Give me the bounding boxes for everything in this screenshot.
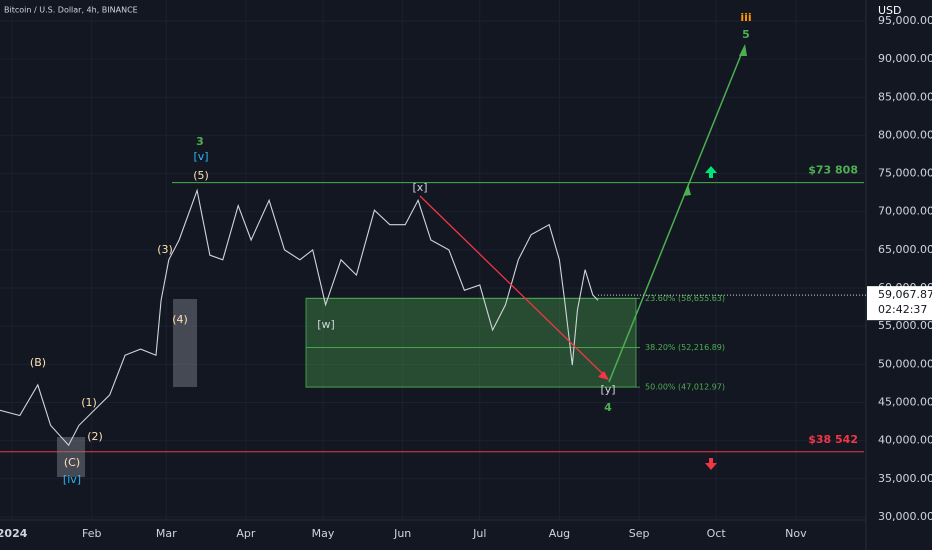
price-line — [0, 188, 599, 447]
wave-label: (2) — [87, 430, 103, 443]
up-icon — [705, 166, 717, 178]
chart-title: Bitcoin / U.S. Dollar, 4h, BINANCE — [4, 6, 138, 15]
y-tick-label: 90,000.00 — [878, 52, 932, 65]
y-tick-label: 30,000.00 — [878, 510, 932, 523]
y-tick-label: 75,000.00 — [878, 167, 932, 180]
wave-label: [x] — [412, 181, 427, 194]
y-tick-label: 40,000.00 — [878, 434, 932, 447]
countdown: 02:42:37 — [878, 303, 927, 316]
y-tick-label: 65,000.00 — [878, 243, 932, 256]
wave-label: 3 — [196, 135, 204, 148]
wave-label: 5 — [742, 28, 750, 41]
level-label: $73 808 — [808, 164, 858, 177]
y-tick-label: 50,000.00 — [878, 357, 932, 370]
wave-label: [v] — [193, 150, 208, 163]
last-price-label: 59,067.87 — [878, 288, 932, 301]
wave-label: (3) — [157, 243, 173, 256]
wave-label: [iv] — [63, 473, 81, 486]
wave-label: (4) — [172, 313, 188, 326]
y-tick-label: 70,000.00 — [878, 205, 932, 218]
fib-label: 38.20% (52,216.89) — [645, 343, 725, 352]
wave-label: iii — [740, 11, 751, 24]
price-series — [0, 188, 599, 447]
x-tick-label: 2024 — [0, 527, 28, 540]
arrow-head — [683, 184, 691, 196]
y-tick-label: 35,000.00 — [878, 472, 932, 485]
x-tick-label: Oct — [707, 527, 727, 540]
x-tick-label: Mar — [156, 527, 177, 540]
last-price-box — [867, 286, 932, 321]
level-label: $38 542 — [808, 433, 858, 446]
y-tick-label: 95,000.00 — [878, 14, 932, 27]
x-tick-label: Aug — [549, 527, 570, 540]
y-tick-label: 80,000.00 — [878, 128, 932, 141]
wave-label: (5) — [193, 169, 209, 182]
arrow-head — [739, 44, 747, 56]
wave-label: (1) — [81, 396, 97, 409]
wave-label: (B) — [30, 356, 46, 369]
red-arrow — [419, 195, 606, 377]
x-tick-label: Nov — [785, 527, 807, 540]
currency: USD — [878, 4, 902, 17]
plot-area: 23.60% (58,655.63) 38.20% (52,216.89) 50.0… — [0, 0, 866, 520]
down-icon — [705, 458, 717, 470]
x-tick-label: Jul — [472, 527, 486, 540]
fib-label: 50.00% (47,012.97) — [645, 383, 725, 392]
highlight-box — [173, 299, 197, 387]
x-tick-label: Apr — [236, 527, 256, 540]
arrow-head — [598, 371, 609, 380]
x-tick-label: Feb — [82, 527, 101, 540]
wave-label: [y] — [600, 383, 615, 396]
wave-label: (C) — [64, 456, 80, 469]
x-tick-label: May — [312, 527, 335, 540]
y-tick-label: 45,000.00 — [878, 395, 932, 408]
wave-label: [w] — [317, 318, 335, 331]
y-tick-label: 55,000.00 — [878, 319, 932, 332]
fib-label: 23.60% (58,655.63) — [645, 294, 725, 303]
wave-label: 4 — [604, 401, 612, 414]
highlight-box — [57, 437, 85, 477]
fib-zone — [305, 297, 637, 388]
y-tick-label: 85,000.00 — [878, 90, 932, 103]
x-tick-label: Jun — [393, 527, 411, 540]
x-tick-label: Sep — [629, 527, 650, 540]
